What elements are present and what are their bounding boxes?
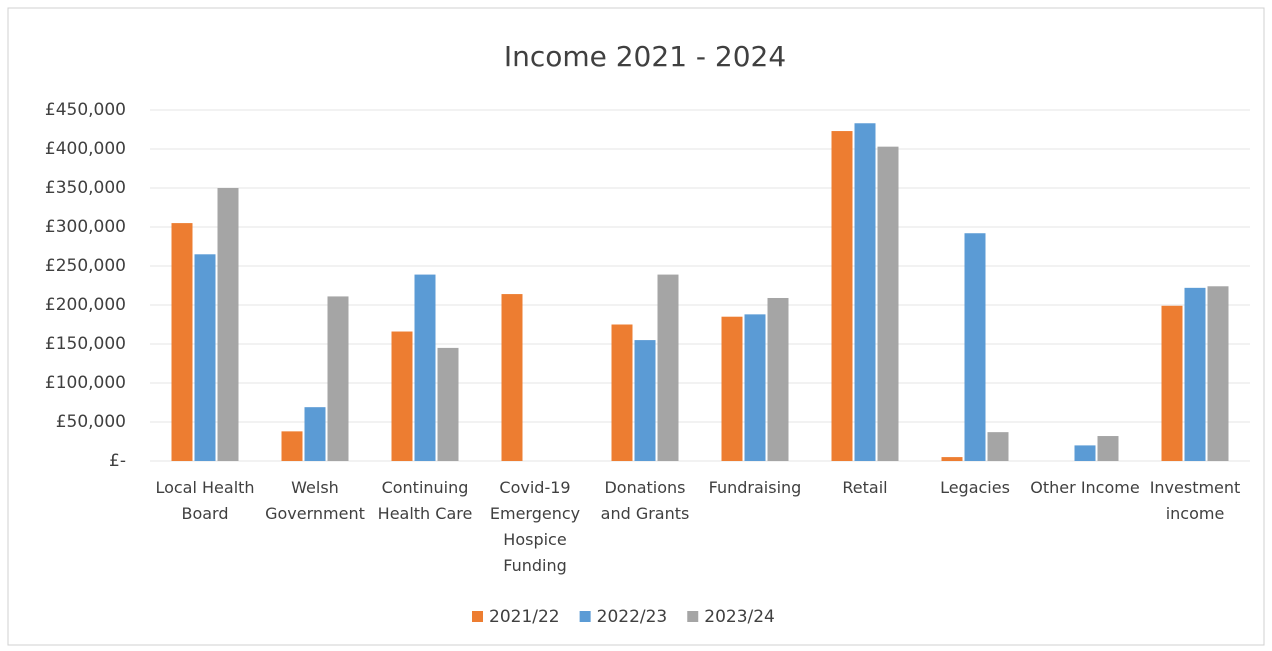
bar (941, 457, 963, 461)
bar (501, 294, 523, 461)
bar (1097, 436, 1119, 461)
bar (611, 324, 633, 461)
bar (281, 431, 303, 461)
y-tick-label: £350,000 (45, 178, 126, 198)
bar (831, 131, 853, 461)
legend-label: 2022/23 (597, 607, 668, 627)
legend-swatch (687, 611, 699, 622)
x-tick-label: Local Health Board (155, 478, 254, 523)
y-tick-label: £100,000 (45, 373, 126, 393)
bar (194, 254, 216, 461)
bar (327, 296, 349, 461)
bar (1161, 305, 1183, 461)
x-tick-label: Covid-19 Emergency Hospice Funding (490, 478, 580, 575)
y-tick-label: £250,000 (45, 256, 126, 276)
legend-swatch (472, 611, 483, 622)
bar (391, 331, 413, 461)
bar (964, 233, 986, 461)
x-tick-label: Investment income (1150, 478, 1241, 523)
bar (721, 316, 743, 461)
x-tick-label: Retail (842, 478, 887, 497)
y-tick-label: £50,000 (56, 412, 126, 432)
bar (304, 407, 326, 461)
chart-title: Income 2021 - 2024 (504, 40, 786, 73)
y-tick-label: £400,000 (45, 139, 126, 159)
bar (854, 123, 876, 461)
legend-label: 2023/24 (704, 607, 775, 627)
x-tick-label: Continuing Health Care (378, 478, 473, 523)
x-tick-label: Welsh Government (265, 478, 365, 523)
bar (1184, 287, 1206, 461)
bar (767, 297, 789, 461)
bar (437, 347, 459, 461)
bar (657, 274, 679, 461)
bar (1207, 286, 1229, 461)
y-tick-label: £450,000 (45, 100, 126, 120)
bar (634, 340, 656, 461)
bar (171, 223, 193, 461)
bar (987, 432, 1009, 461)
legend-swatch (579, 611, 591, 622)
x-tick-label: Legacies (940, 478, 1010, 497)
x-tick-label: Other Income (1030, 478, 1139, 497)
y-tick-label: £300,000 (45, 217, 126, 237)
chart-frame (7, 7, 1265, 646)
x-tick-label: Donations and Grants (601, 478, 690, 523)
y-tick-label: £- (109, 451, 126, 471)
y-tick-label: £200,000 (45, 295, 126, 315)
bar (744, 314, 766, 461)
bar (1074, 445, 1096, 461)
y-tick-label: £150,000 (45, 334, 126, 354)
bar (877, 146, 899, 461)
legend-label: 2021/22 (489, 607, 560, 627)
bar (217, 188, 239, 461)
bar (414, 274, 436, 461)
x-tick-label: Fundraising (709, 478, 802, 497)
